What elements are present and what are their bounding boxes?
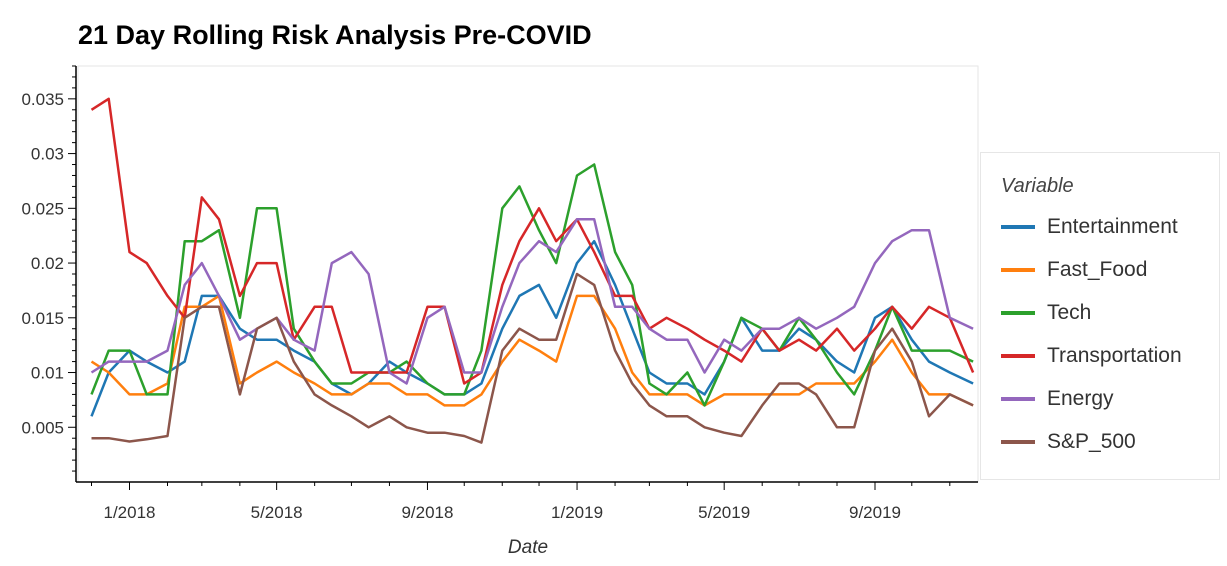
legend-title: Variable xyxy=(1001,175,1074,197)
chart-title: 21 Day Rolling Risk Analysis Pre-COVID xyxy=(78,20,592,50)
y-tick-label: 0.01 xyxy=(31,364,64,383)
y-tick-label: 0.015 xyxy=(21,309,64,328)
x-tick-label: 1/2019 xyxy=(551,503,603,522)
legend-item[interactable]: Transportation xyxy=(1001,342,1182,370)
x-axis-ticks: 1/2018 5/2018 9/2018 1/2019 5/2019 9/2019 xyxy=(90,482,951,522)
legend-label: Energy xyxy=(1047,387,1114,410)
y-axis-ticks: 0.005 0.01 0.015 0.02 0.025 0.03 0.035 xyxy=(21,65,76,472)
y-tick-label: 0.035 xyxy=(21,90,64,109)
y-tick-label: 0.02 xyxy=(31,254,64,273)
legend-swatch xyxy=(1001,311,1035,315)
legend-swatch xyxy=(1001,397,1035,401)
legend-label: Transportation xyxy=(1047,344,1182,367)
legend-swatch xyxy=(1001,354,1035,358)
legend-swatch xyxy=(1001,440,1035,444)
legend: Variable Entertainment Fast_Food Tech Trans… xyxy=(980,152,1220,480)
y-tick-label: 0.025 xyxy=(21,199,64,218)
series-line-s-p-500 xyxy=(91,272,974,444)
series-line-energy xyxy=(90,218,974,385)
legend-item[interactable]: Entertainment xyxy=(1001,213,1178,241)
x-axis-label: Date xyxy=(508,537,548,558)
x-tick-label: 5/2019 xyxy=(698,503,750,522)
y-tick-label: 0.03 xyxy=(31,145,64,164)
x-tick-label: 5/2018 xyxy=(251,503,303,522)
series-lines xyxy=(90,97,975,444)
legend-swatch xyxy=(1001,268,1035,272)
series-line-transportation xyxy=(90,97,975,385)
legend-item[interactable]: S&P_500 xyxy=(1001,428,1136,456)
legend-label: Entertainment xyxy=(1047,215,1178,238)
series-line-fast-food xyxy=(90,294,974,407)
legend-label: S&P_500 xyxy=(1047,430,1136,453)
y-tick-label: 0.005 xyxy=(21,418,64,437)
x-tick-label: 1/2018 xyxy=(103,503,155,522)
legend-swatch xyxy=(1001,225,1035,229)
legend-label: Fast_Food xyxy=(1047,258,1148,281)
plot-area xyxy=(77,65,979,483)
legend-item[interactable]: Tech xyxy=(1001,299,1091,327)
series-line-tech xyxy=(90,163,974,407)
legend-item[interactable]: Fast_Food xyxy=(1001,256,1147,284)
x-tick-label: 9/2019 xyxy=(849,503,901,522)
legend-item[interactable]: Energy xyxy=(1001,385,1114,413)
x-tick-label: 9/2018 xyxy=(401,503,453,522)
legend-label: Tech xyxy=(1047,301,1092,324)
